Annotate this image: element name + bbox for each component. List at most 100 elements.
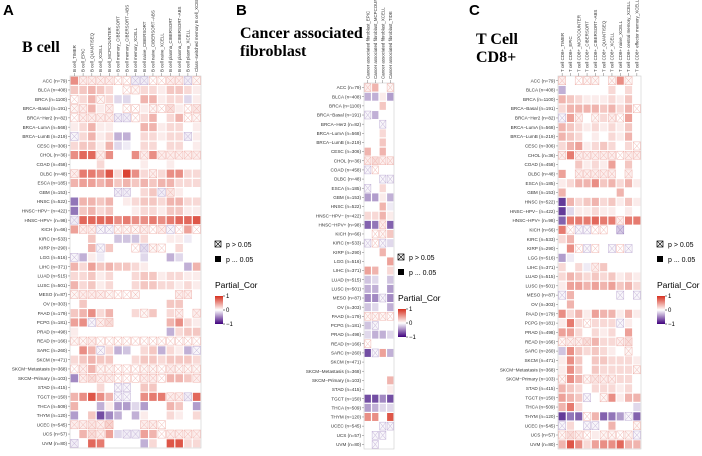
heatmap-cell (608, 272, 616, 281)
heatmap-cell (114, 271, 122, 280)
not-significant-cross-icon (583, 169, 591, 179)
heatmap-cell (364, 348, 371, 357)
not-significant-cell-border (574, 225, 583, 235)
not-significant-cross-icon (96, 429, 105, 439)
not-significant-cell-border (633, 104, 641, 113)
heatmap-cell (166, 439, 175, 448)
heatmap-cell (79, 271, 87, 280)
heatmap-cell (583, 132, 591, 141)
not-significant-cell-border (566, 225, 575, 235)
row-label: PRAD (n=498) (331, 332, 361, 337)
not-significant-cell-border (583, 318, 591, 328)
heatmap-cell (79, 188, 87, 197)
not-significant-cross-icon (96, 374, 105, 383)
panel-title-c-line1: T Cell (476, 31, 518, 48)
heatmap-cell (79, 151, 87, 160)
heatmap-cell (123, 318, 131, 327)
not-significant-cross-icon (79, 104, 88, 113)
not-significant-cell-border (591, 244, 600, 253)
heatmap-cell (625, 113, 633, 123)
not-significant-cell-border (192, 150, 201, 160)
heatmap-cell (566, 402, 574, 412)
heatmap-cell (70, 123, 79, 132)
row-label: BRCA−Basal (n=191) (511, 106, 556, 111)
not-significant-cross-icon (149, 225, 157, 234)
heatmap-cell (600, 412, 608, 421)
heatmap-cell (175, 271, 183, 280)
not-significant-cross-icon (371, 431, 379, 440)
not-significant-cell-border (166, 429, 175, 439)
not-significant-cross-icon (558, 113, 566, 123)
not-significant-cell-border (364, 184, 372, 193)
heatmap-cell (149, 206, 157, 215)
heatmap-cell (166, 309, 175, 318)
row-label: KIRC (n=533) (39, 236, 68, 241)
not-significant-cross-icon (166, 225, 175, 234)
not-significant-cell-border (599, 374, 608, 384)
not-significant-cross-icon (105, 290, 114, 299)
heatmap-cell (88, 402, 96, 411)
heatmap-cell (166, 123, 175, 132)
not-significant-cell-border (148, 373, 157, 383)
heatmap-cell (372, 294, 379, 302)
not-significant-cell-border (608, 169, 616, 179)
heatmap-cell (591, 197, 599, 206)
heatmap-cell (184, 420, 192, 429)
not-significant-cell-border (371, 165, 379, 175)
heatmap-cell (633, 244, 641, 253)
not-significant-cell-border (87, 420, 96, 430)
heatmap-cell (88, 151, 96, 160)
not-significant-cell-border (96, 225, 105, 234)
column-label: B cell plasma_CIBERSORT (168, 18, 173, 72)
heatmap-cell (583, 356, 591, 365)
not-significant-cross-icon (131, 364, 140, 374)
heatmap-cell (184, 178, 192, 187)
heatmap-cell (591, 412, 599, 421)
heatmap-cell (600, 160, 608, 169)
column-label: B cell_TIMER (72, 45, 77, 72)
heatmap-cell (600, 356, 608, 365)
heatmap-cell (364, 257, 371, 266)
row-label: READ (n=166) (37, 339, 67, 344)
heatmap-cell (583, 85, 591, 95)
heatmap-cell (364, 120, 371, 129)
not-significant-cell-border (70, 439, 79, 448)
not-significant-cross-icon (379, 229, 387, 239)
not-significant-cell-border (122, 104, 131, 113)
heatmap-cell (600, 291, 608, 300)
heatmap-cell (192, 160, 201, 169)
heatmap-cell (364, 367, 371, 376)
heatmap-cell (79, 299, 87, 308)
heatmap-cell (175, 244, 183, 253)
not-significant-cross-icon (114, 290, 122, 299)
not-significant-cross-icon (591, 244, 600, 253)
heatmap-cell (379, 111, 386, 119)
heatmap-cell (88, 188, 96, 197)
heatmap-cell (175, 160, 183, 169)
heatmap-cell (166, 113, 175, 122)
not-significant-cell-border (558, 290, 566, 300)
heatmap-cell (558, 85, 566, 95)
heatmap-cell (575, 235, 583, 244)
heatmap-cell (600, 188, 608, 197)
heatmap-panel-c: T cell CD8+_TIMER T cell CD8+_EPIC T cell … (500, 0, 642, 450)
heatmap-cell (387, 321, 394, 330)
heatmap-cell (566, 169, 574, 178)
heatmap-cell (364, 303, 371, 312)
heatmap-cell (364, 431, 371, 440)
not-significant-cell-border (166, 76, 175, 85)
heatmap-cell (149, 290, 157, 299)
not-significant-cell-border (599, 150, 608, 160)
heatmap-cell (192, 178, 201, 187)
heatmap-cell (184, 383, 192, 392)
not-significant-cell-border (591, 169, 600, 179)
heatmap-cell (379, 147, 386, 156)
column-label: T cell CD8+ naive_XCELL (618, 20, 623, 72)
not-significant-cell-border (122, 364, 131, 374)
heatmap-cell (157, 206, 166, 215)
row-label: SKCM−Primary (n=103) (312, 378, 361, 383)
heatmap-cell (558, 384, 566, 393)
not-significant-cross-icon (386, 156, 394, 165)
heatmap-cell (70, 234, 79, 243)
heatmap-frame (363, 82, 395, 450)
